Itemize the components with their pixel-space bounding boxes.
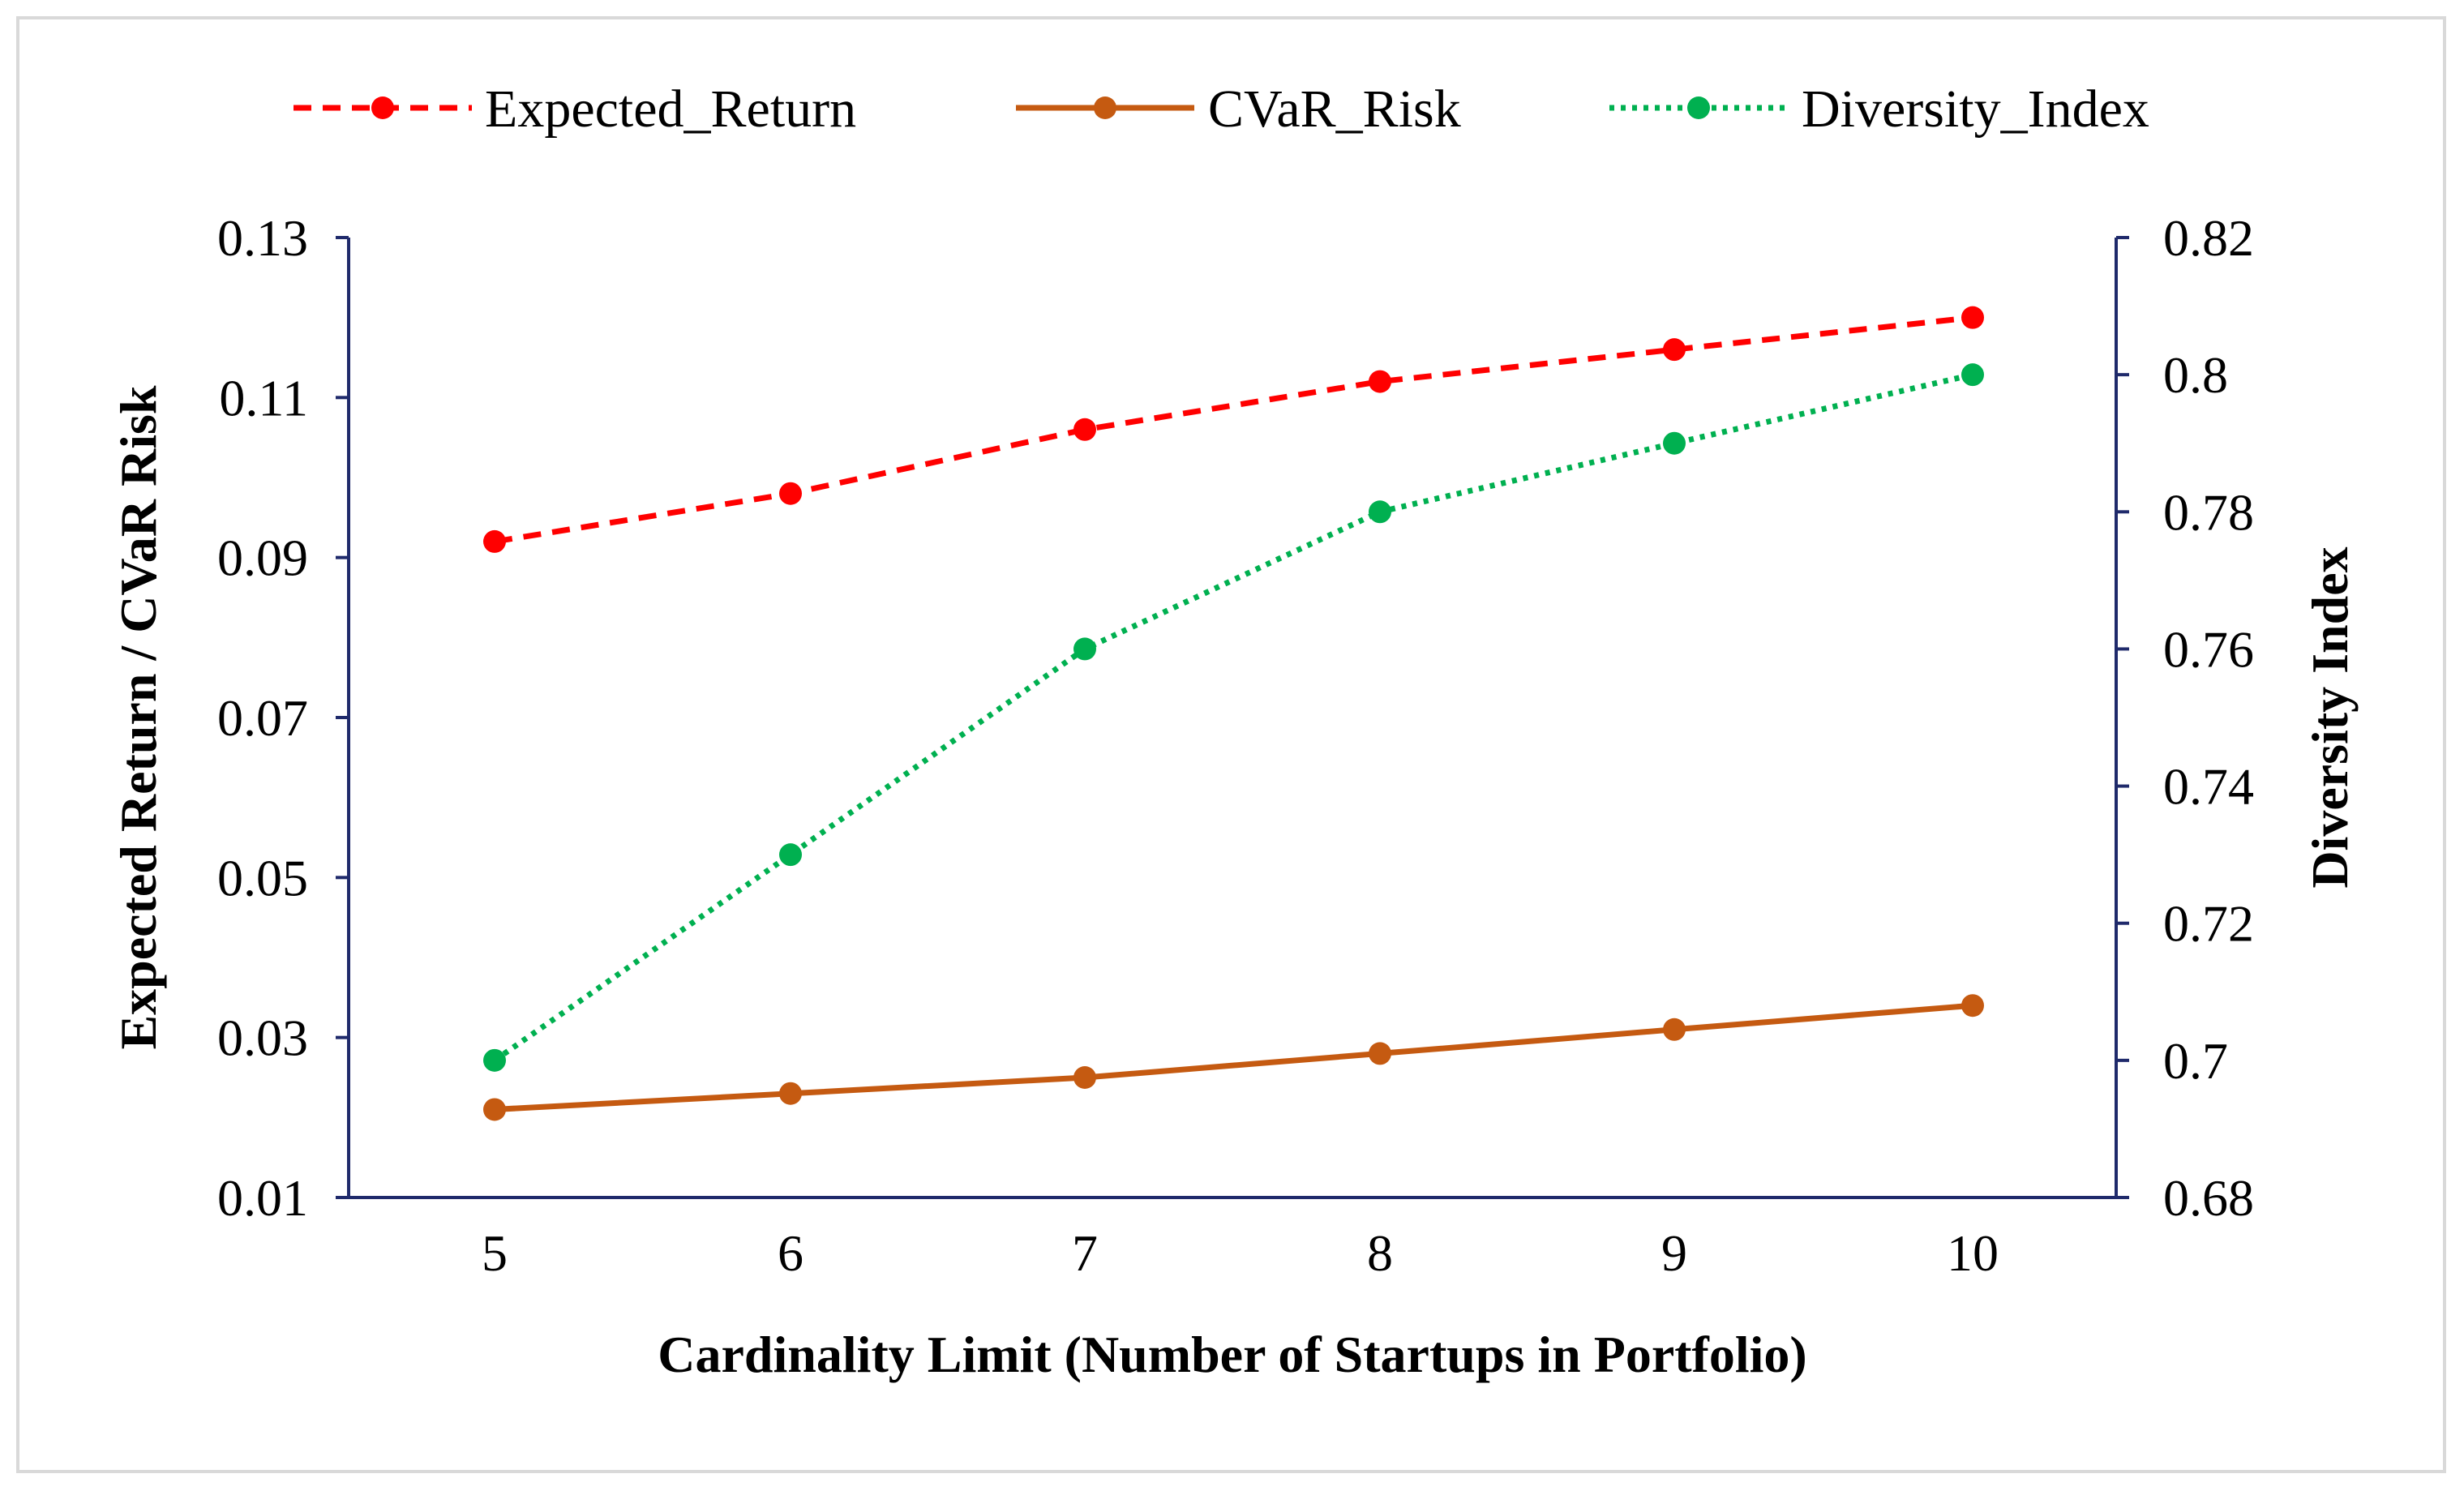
data-point — [779, 1082, 802, 1105]
data-point — [1369, 1042, 1391, 1065]
left-y-tick-label: 0.11 — [219, 369, 308, 426]
legend-label: Expected_Return — [485, 79, 856, 139]
right-y-tick-label: 0.82 — [2163, 209, 2254, 267]
left-y-tick-label: 0.07 — [217, 689, 308, 747]
legend-marker — [1687, 96, 1710, 119]
right-y-tick-label: 0.76 — [2163, 620, 2254, 678]
right-y-tick-label: 0.7 — [2163, 1032, 2228, 1090]
chart-frame — [16, 16, 2446, 1473]
data-point — [1961, 994, 1984, 1018]
legend-item: Expected_Return — [294, 79, 856, 139]
right-y-tick-label: 0.68 — [2163, 1169, 2254, 1227]
right-y-tick-label: 0.8 — [2163, 346, 2228, 404]
series-line — [494, 315, 1973, 545]
data-point — [1369, 370, 1391, 393]
series-line — [494, 1002, 1973, 1112]
x-tick-label: 7 — [1072, 1224, 1098, 1282]
series-cvar-risk — [483, 994, 1984, 1121]
series-expected-return — [483, 306, 1984, 553]
right-y-tick-label: 0.78 — [2163, 483, 2254, 541]
x-tick-label: 5 — [482, 1224, 508, 1282]
x-tick-label: 9 — [1661, 1224, 1687, 1282]
series-line — [493, 371, 1973, 1063]
x-tick-label: 10 — [1947, 1224, 1999, 1282]
axes — [347, 238, 2118, 1199]
data-point — [1663, 431, 1686, 455]
data-point — [1073, 1066, 1096, 1089]
data-point — [1663, 1018, 1686, 1041]
data-point — [1663, 338, 1686, 362]
left-y-tick-label: 0.13 — [217, 209, 308, 267]
right-y-tick-label: 0.72 — [2163, 895, 2254, 953]
data-point — [1369, 500, 1391, 524]
legend-label: CVaR_Risk — [1208, 79, 1461, 139]
data-point — [483, 529, 506, 553]
x-ticks: 5 6 7 8 9 10 — [482, 1224, 1999, 1282]
legend-label: Diversity_Index — [1802, 79, 2149, 139]
right-y-axis-title: Diversity Index — [2301, 546, 2359, 888]
x-tick-label: 8 — [1367, 1224, 1393, 1282]
left-y-tick-label: 0.09 — [217, 529, 308, 587]
right-y-tick-label: 0.74 — [2163, 758, 2254, 816]
left-y-ticks: 0.01 0.03 0.05 0.07 0.09 0.11 0.13 — [217, 209, 349, 1227]
x-tick-label: 6 — [778, 1224, 803, 1282]
right-y-ticks: 0.68 0.7 0.72 0.74 0.76 0.78 0.8 0.82 — [2116, 209, 2254, 1227]
data-point — [1073, 418, 1096, 441]
series-layer — [483, 306, 1984, 1121]
left-y-axis-title: Expected Return / CVaR Risk — [109, 385, 167, 1049]
legend-item: CVaR_Risk — [1016, 79, 1461, 139]
data-point — [1073, 637, 1096, 661]
data-point — [1961, 363, 1984, 387]
legend: Expected_Return CVaR_Risk Diversity_Index — [294, 79, 2149, 139]
left-y-tick-label: 0.03 — [217, 1009, 308, 1067]
x-axis-title: Cardinality Limit (Number of Startups in… — [658, 1326, 1806, 1383]
legend-marker — [1094, 96, 1116, 119]
left-y-tick-label: 0.05 — [217, 849, 308, 906]
data-point — [483, 1048, 506, 1072]
left-y-tick-label: 0.01 — [217, 1169, 308, 1227]
data-point — [1961, 306, 1984, 329]
data-point — [483, 1098, 506, 1121]
legend-marker — [371, 96, 394, 119]
data-point — [779, 482, 802, 505]
series-diversity-index — [483, 363, 1984, 1072]
data-point — [779, 843, 802, 867]
legend-item: Diversity_Index — [1609, 79, 2149, 139]
